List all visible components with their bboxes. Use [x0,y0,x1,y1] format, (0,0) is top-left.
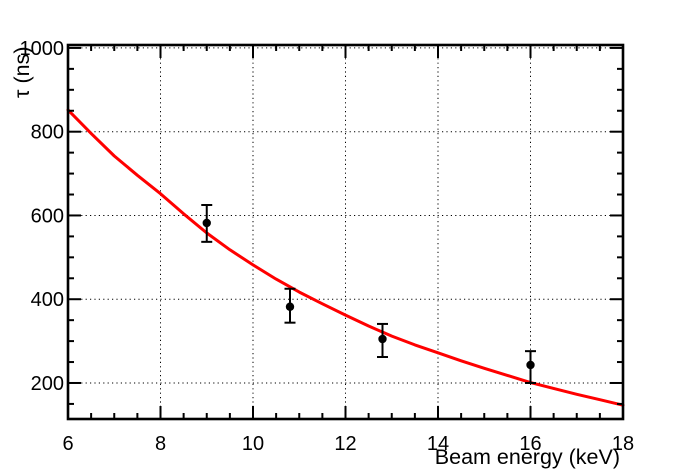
x-tick-label: 8 [155,433,166,455]
y-tick-label: 400 [31,289,64,311]
x-tick-label: 6 [62,433,73,455]
x-tick-label: 12 [334,433,356,455]
x-axis-title: Beam energy (keV) [435,445,620,469]
tick-label-layer: 6 8 10 12 14 16 18 200 400 600 800 1000 [20,38,635,455]
frame-layer [66,43,625,421]
fit-curve-line [66,108,625,407]
data-point-marker [202,218,211,228]
data-point-marker [526,360,535,370]
y-tick-label: 600 [31,205,64,227]
data-point-marker [285,302,295,311]
x-tick-label: 10 [242,433,264,455]
x-tick-label: 14 [427,433,449,455]
points-layer [201,203,536,384]
x-tick-label: 16 [519,433,541,455]
x-tick-label: 18 [612,433,634,455]
y-tick-label: 800 [31,122,64,144]
curve-layer [66,108,625,407]
y-axis-title: τ (ns) [10,47,34,99]
y-tick-label: 1000 [20,38,65,60]
y-tick-label: 200 [31,373,64,395]
grid-layer [68,45,623,419]
data-point-marker [378,334,387,344]
